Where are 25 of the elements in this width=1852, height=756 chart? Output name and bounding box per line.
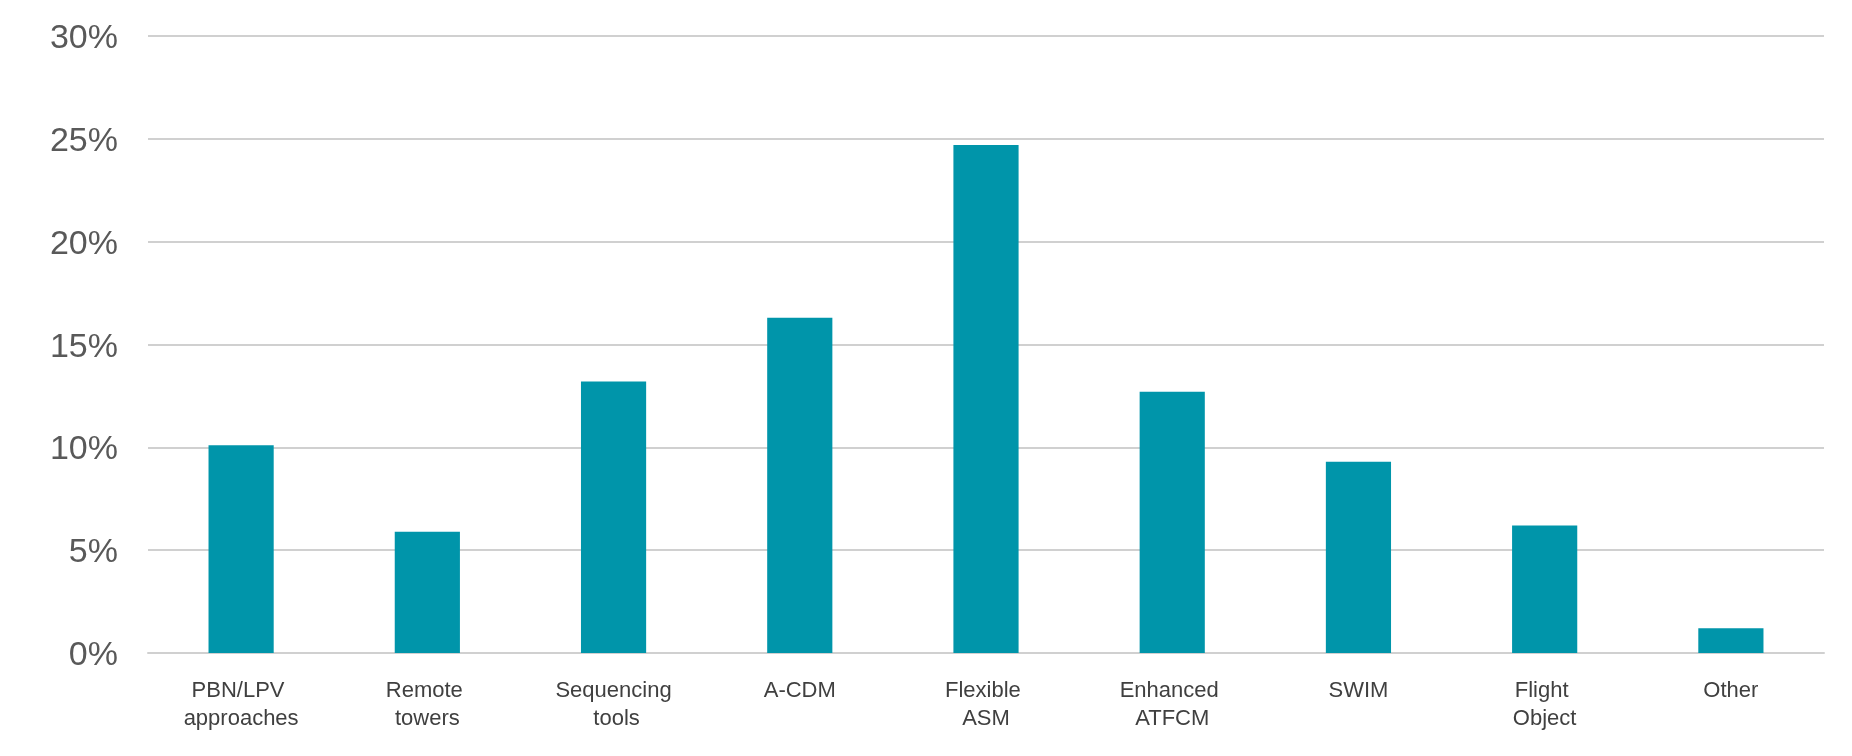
x-tick-label: Sequencing tools xyxy=(555,676,672,730)
bar xyxy=(208,445,274,653)
x-tick-label: A-CDM xyxy=(763,676,836,702)
bar xyxy=(1139,391,1205,653)
x-tick-label: Flight Object xyxy=(1512,676,1577,730)
bar xyxy=(1325,461,1392,653)
y-tick-label: 15% xyxy=(49,325,118,364)
x-tick-label: Remote towers xyxy=(385,676,469,730)
y-tick-label: 5% xyxy=(68,531,118,570)
x-tick-label: Other xyxy=(1703,676,1759,702)
x-tick-label: Flexible ASM xyxy=(945,676,1027,730)
bar xyxy=(580,381,647,653)
bar xyxy=(1698,628,1764,653)
y-tick-label: 20% xyxy=(49,222,118,261)
x-tick-label: PBN/LPV approaches xyxy=(183,676,299,730)
bar xyxy=(394,531,460,653)
y-tick-label: 25% xyxy=(49,119,118,158)
bar xyxy=(1512,525,1578,653)
y-tick-label: 10% xyxy=(49,428,118,467)
x-tick-label: Enhanced ATFCM xyxy=(1119,676,1225,730)
y-tick-label: 30% xyxy=(49,17,118,55)
bar xyxy=(767,317,833,653)
y-tick-label: 0% xyxy=(68,634,118,672)
bar xyxy=(953,145,1019,653)
x-tick-label: SWIM xyxy=(1328,676,1389,702)
